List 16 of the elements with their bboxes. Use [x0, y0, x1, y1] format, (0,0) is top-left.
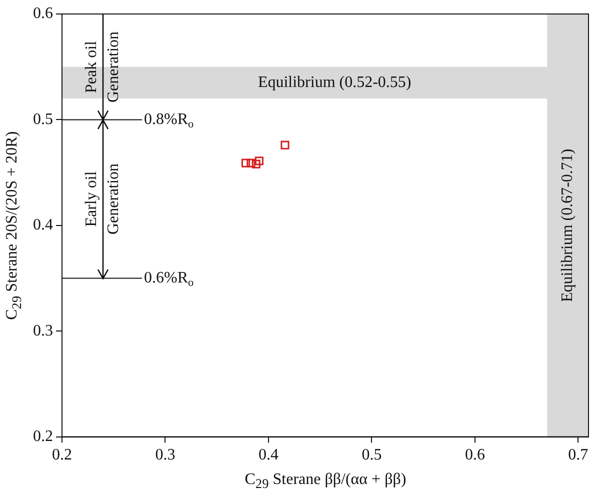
annotation: Peak oil Generation: [82, 30, 124, 104]
x-tick-label: 0.4: [258, 446, 278, 464]
annotation: Early oil Generation: [82, 162, 124, 237]
y-tick-label: 0.3: [33, 322, 53, 340]
y-tick-label: 0.6: [33, 5, 53, 22]
y-tick-label: 0.2: [33, 428, 53, 446]
band-label: Equilibrium (0.67-0.71): [559, 148, 576, 302]
y-tick-label: 0.5: [33, 110, 53, 128]
x-axis-title: C$_{29}$ Sterane ββ/(αα + ββ): [244, 470, 406, 492]
x-tick-label: 0.7: [568, 446, 588, 464]
x-tick-label: 0.5: [362, 446, 382, 464]
x-tick-label: 0.3: [155, 446, 176, 464]
x-tick-label: 0.2: [52, 446, 72, 464]
x-tick-label: 0.6: [464, 446, 485, 464]
band-label: Equilibrium (0.52-0.55): [258, 74, 412, 91]
y-tick-label: 0.4: [33, 216, 53, 234]
